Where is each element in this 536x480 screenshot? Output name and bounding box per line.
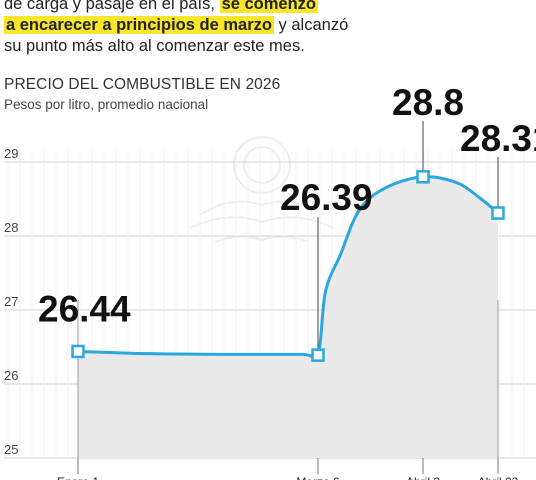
intro-line-2: a encarecer a principios de marzo y alca… — [4, 15, 524, 36]
y-tick-label: 26 — [4, 368, 18, 383]
data-point-marker — [491, 206, 505, 220]
data-point-marker — [311, 348, 325, 362]
data-value-label: 26.44 — [38, 288, 131, 329]
data-value-label: 26.39 — [280, 177, 373, 218]
intro-highlight-1: se comenzó — [219, 0, 319, 13]
x-tick-label: Abril 3 — [406, 475, 440, 480]
y-tick-label: 28 — [4, 220, 18, 235]
y-tick-label: 29 — [4, 146, 18, 161]
x-tick-label: Enero 1 — [57, 475, 99, 480]
chart-subtitle: Pesos por litro, promedio nacional — [4, 97, 209, 112]
x-tick-label: Marzo 6 — [296, 475, 340, 480]
data-point-marker — [71, 344, 85, 359]
intro-line-1: de carga y pasaje en el país, se comenzó — [4, 0, 524, 15]
data-point-marker — [416, 170, 430, 184]
area-fill — [78, 176, 498, 459]
data-value-label: 28.31 — [460, 118, 536, 159]
data-value-label: 28.8 — [392, 82, 464, 123]
x-tick-label: Abril 23 — [478, 475, 519, 480]
intro-line-3: su punto más alto al comenzar este mes. — [4, 37, 305, 55]
chart-title: PRECIO DEL COMBUSTIBLE EN 2026 — [4, 76, 281, 93]
intro-highlight-2: a encarecer a principios de marzo — [4, 16, 274, 34]
intro-text: de carga y pasaje en el país, se comenzó… — [4, 0, 524, 57]
intro-line-1-text: de carga y pasaje en el país, — [4, 0, 220, 13]
y-tick-label: 27 — [4, 294, 18, 309]
intro-line-2-text: y alcanzó — [273, 16, 349, 34]
y-tick-label: 25 — [4, 442, 18, 457]
price-line — [77, 175, 499, 362]
